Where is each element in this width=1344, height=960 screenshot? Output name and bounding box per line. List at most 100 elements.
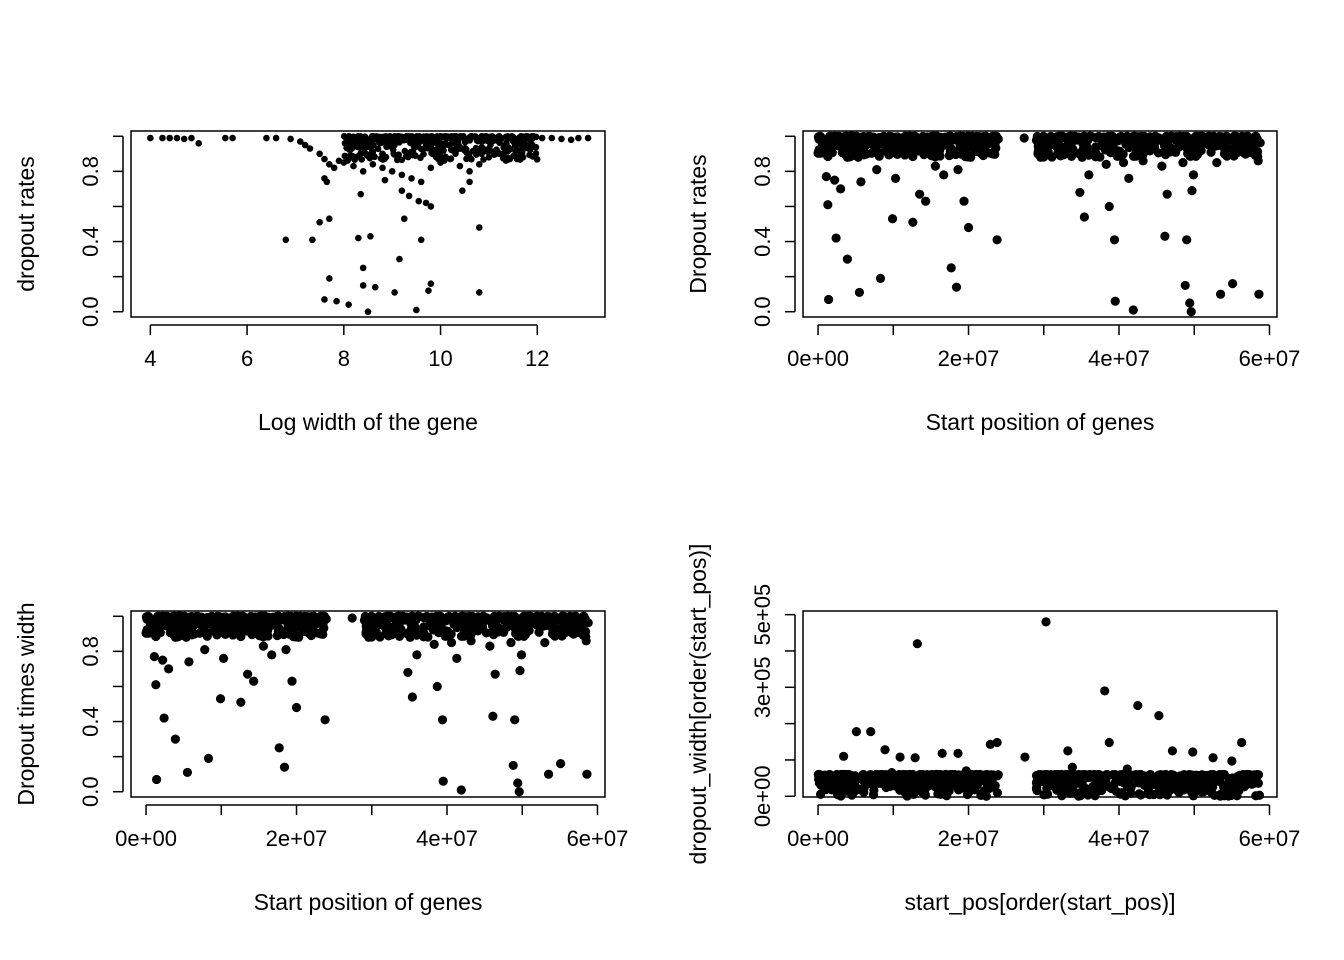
data-point bbox=[452, 653, 462, 663]
data-point bbox=[1136, 790, 1146, 800]
data-point bbox=[1136, 135, 1146, 145]
data-point bbox=[1208, 753, 1218, 763]
data-point bbox=[379, 150, 386, 158]
data-point bbox=[1248, 138, 1258, 149]
data-point bbox=[1254, 790, 1265, 800]
data-point bbox=[1155, 790, 1165, 800]
data-point bbox=[859, 771, 869, 781]
data-point bbox=[326, 161, 333, 168]
data-point bbox=[1033, 142, 1044, 152]
data-point bbox=[285, 614, 296, 624]
data-point bbox=[419, 632, 429, 642]
data-point bbox=[984, 135, 995, 145]
data-point bbox=[1219, 135, 1229, 145]
data-point bbox=[149, 652, 159, 662]
x-tick-label: 0e+00 bbox=[115, 826, 177, 851]
data-point bbox=[316, 218, 323, 226]
data-point bbox=[584, 134, 592, 142]
data-point bbox=[1234, 786, 1244, 796]
data-point bbox=[509, 137, 517, 145]
data-point bbox=[466, 168, 473, 175]
data-point bbox=[441, 627, 451, 637]
data-point bbox=[1110, 296, 1120, 306]
data-point bbox=[1104, 737, 1114, 748]
data-point bbox=[955, 774, 965, 784]
data-point bbox=[860, 133, 870, 143]
data-point bbox=[875, 273, 886, 283]
data-point bbox=[487, 617, 497, 627]
data-point bbox=[820, 775, 831, 785]
data-point bbox=[881, 782, 891, 793]
data-point bbox=[908, 217, 918, 227]
data-point bbox=[313, 628, 324, 638]
data-point bbox=[887, 214, 898, 224]
data-point bbox=[1182, 235, 1192, 245]
data-point bbox=[403, 667, 413, 678]
x-tick-label: 12 bbox=[525, 346, 549, 371]
data-point bbox=[381, 155, 388, 163]
data-point bbox=[1138, 156, 1148, 166]
data-point bbox=[895, 752, 905, 762]
x-tick-label: 6 bbox=[241, 346, 253, 371]
y-tick-label: 0e+00 bbox=[750, 765, 775, 827]
data-point bbox=[258, 641, 269, 651]
data-point bbox=[529, 153, 537, 160]
data-point bbox=[946, 149, 956, 159]
data-point bbox=[826, 781, 836, 791]
data-point bbox=[1019, 133, 1029, 143]
data-point bbox=[508, 132, 516, 140]
data-point bbox=[831, 233, 841, 243]
data-point bbox=[454, 133, 461, 141]
data-point bbox=[1066, 770, 1076, 780]
data-point bbox=[957, 134, 968, 144]
data-point bbox=[834, 131, 844, 141]
data-point bbox=[1065, 782, 1075, 792]
data-point bbox=[188, 613, 198, 623]
data-point bbox=[248, 621, 258, 631]
data-point bbox=[813, 148, 823, 158]
data-point bbox=[1215, 289, 1226, 299]
data-point bbox=[976, 789, 986, 799]
data-point bbox=[366, 154, 374, 162]
data-point bbox=[543, 769, 554, 779]
data-point bbox=[845, 780, 856, 790]
data-point bbox=[169, 630, 179, 640]
data-point bbox=[548, 134, 556, 142]
data-point bbox=[823, 200, 833, 210]
data-point bbox=[412, 612, 422, 623]
x-tick-label: 4e+07 bbox=[416, 826, 478, 851]
data-point bbox=[1036, 152, 1046, 162]
data-point bbox=[1167, 132, 1177, 142]
data-point bbox=[933, 769, 943, 780]
data-point bbox=[472, 144, 480, 152]
data-point bbox=[184, 657, 194, 667]
data-point bbox=[394, 628, 405, 638]
data-point bbox=[962, 789, 973, 800]
data-point bbox=[579, 611, 589, 621]
data-point bbox=[323, 178, 331, 186]
data-point bbox=[414, 133, 422, 141]
data-point bbox=[437, 159, 444, 166]
data-point bbox=[851, 727, 862, 737]
data-point bbox=[961, 766, 971, 776]
data-point bbox=[407, 139, 414, 147]
data-point bbox=[1052, 143, 1063, 153]
data-point bbox=[1041, 617, 1051, 627]
data-point bbox=[364, 632, 374, 642]
data-point bbox=[1188, 747, 1198, 757]
data-point bbox=[345, 133, 353, 140]
data-point bbox=[562, 613, 572, 623]
x-axis-label: Start position of genes bbox=[254, 889, 483, 915]
data-point bbox=[320, 715, 330, 725]
data-point bbox=[162, 611, 172, 621]
x-tick-label: 6e+07 bbox=[1239, 826, 1301, 851]
data-point bbox=[861, 149, 872, 159]
data-point bbox=[1104, 201, 1114, 212]
data-point bbox=[243, 669, 253, 679]
data-point bbox=[427, 203, 435, 210]
data-point bbox=[158, 655, 168, 665]
data-point bbox=[538, 621, 548, 631]
data-point bbox=[355, 234, 362, 242]
data-point bbox=[382, 611, 392, 621]
data-point bbox=[567, 136, 575, 144]
